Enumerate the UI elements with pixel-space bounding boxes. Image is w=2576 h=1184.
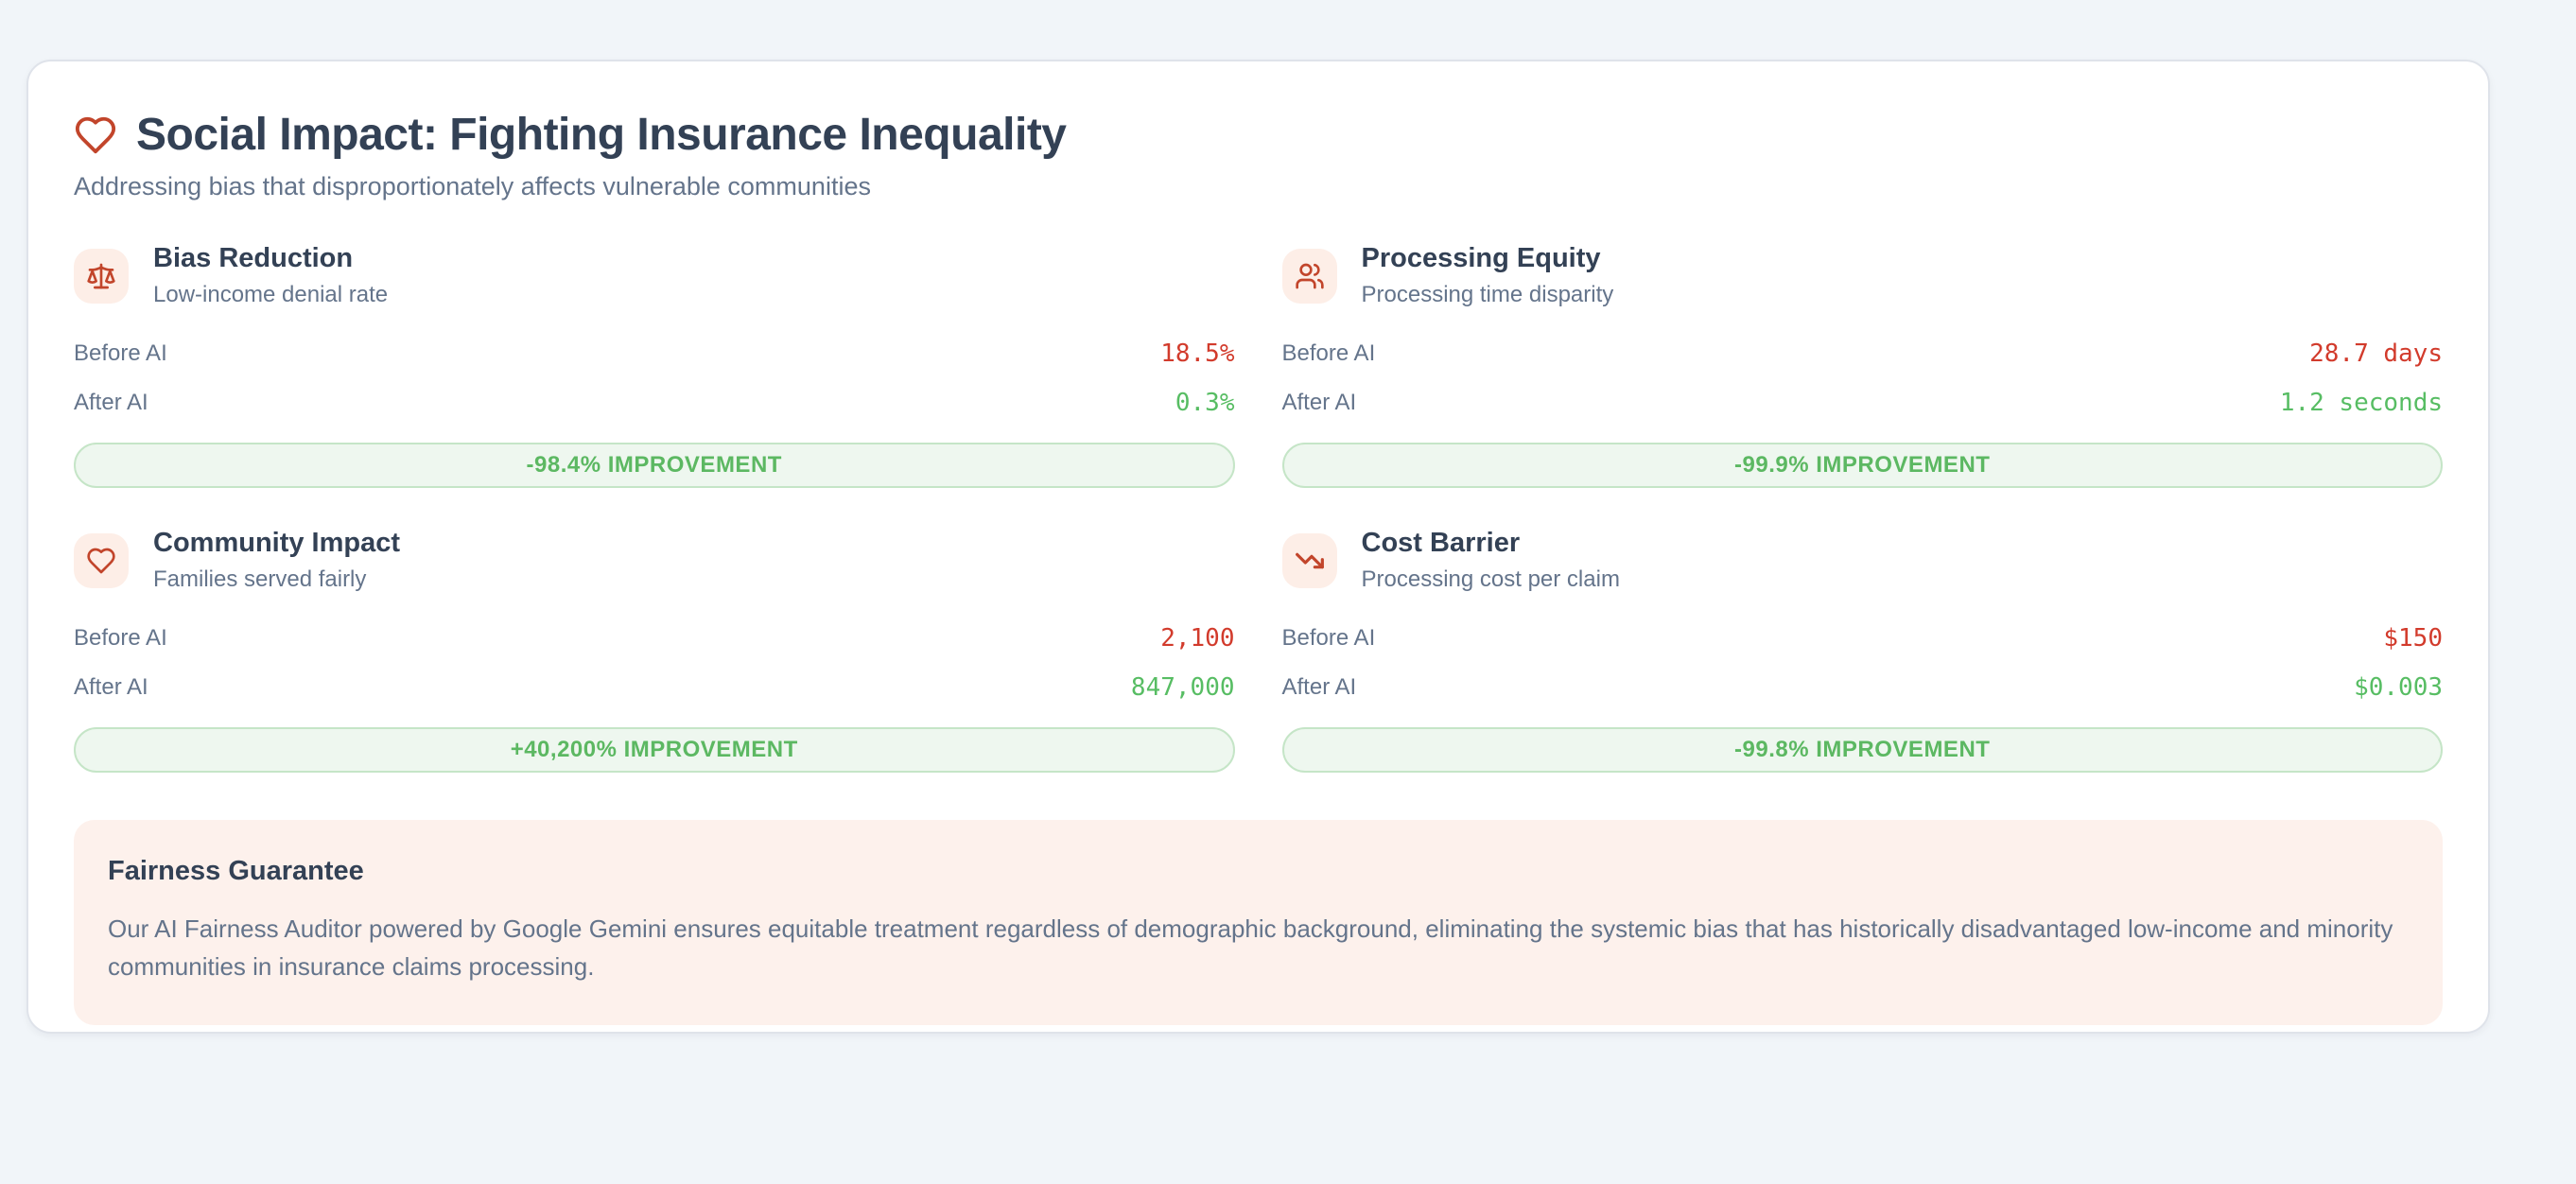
metric-title: Cost Barrier [1361, 528, 1521, 558]
heart-icon [74, 113, 117, 157]
before-value: 28.7 days [2309, 340, 2443, 368]
before-row: Before AI 2,100 [74, 614, 1235, 663]
scale-icon [74, 248, 129, 304]
metric-subtitle: Families served fairly [153, 566, 367, 592]
improvement-badge: -99.9% IMPROVEMENT [1281, 443, 2443, 488]
before-row: Before AI 18.5% [74, 329, 1235, 378]
metric-processing-equity: Processing Equity Processing time dispar… [1281, 243, 2444, 488]
improvement-badge: -99.8% IMPROVEMENT [1281, 727, 2443, 773]
before-value: 18.5% [1160, 340, 1235, 368]
after-row: After AI 847,000 [74, 663, 1235, 712]
after-label: After AI [74, 674, 148, 700]
users-icon [1281, 248, 1337, 304]
after-value: 0.3% [1175, 389, 1235, 417]
metric-title: Bias Reduction [153, 243, 354, 273]
metric-subtitle: Processing time disparity [1361, 282, 1614, 307]
after-label: After AI [1281, 390, 1357, 415]
after-label: After AI [74, 390, 148, 415]
metric-title: Community Impact [153, 528, 401, 558]
fairness-guarantee-box: Fairness Guarantee Our AI Fairness Audit… [74, 820, 2443, 1025]
metric-subtitle: Processing cost per claim [1361, 566, 1620, 592]
before-label: Before AI [74, 625, 167, 651]
after-label: After AI [1281, 674, 1357, 700]
after-value: 1.2 seconds [2279, 389, 2443, 417]
metric-bias-reduction: Bias Reduction Low-income denial rate Be… [74, 243, 1235, 488]
before-row: Before AI $150 [1282, 614, 2444, 663]
after-row: After AI $0.003 [1282, 663, 2444, 712]
improvement-badge: +40,200% IMPROVEMENT [74, 727, 1235, 773]
after-row: After AI 1.2 seconds [1282, 378, 2444, 427]
metric-header: Cost Barrier Processing cost per claim [1281, 528, 2444, 593]
metrics-grid: Bias Reduction Low-income denial rate Be… [74, 243, 2443, 773]
before-value: 2,100 [1160, 624, 1235, 653]
metric-title: Processing Equity [1361, 243, 1601, 273]
panel-header: Social Impact: Fighting Insurance Inequa… [74, 109, 2443, 161]
after-value: $0.003 [2354, 673, 2443, 702]
metric-header: Processing Equity Processing time dispar… [1281, 243, 2444, 308]
improvement-badge: -98.4% IMPROVEMENT [74, 443, 1235, 488]
page-subtitle: Addressing bias that disproportionately … [74, 172, 871, 200]
before-label: Before AI [74, 340, 167, 366]
fairness-body: Our AI Fairness Auditor powered by Googl… [108, 914, 2393, 981]
trending-down-icon [1281, 532, 1337, 588]
after-value: 847,000 [1130, 673, 1235, 702]
before-row: Before AI 28.7 days [1282, 329, 2444, 378]
metric-cost-barrier: Cost Barrier Processing cost per claim B… [1281, 528, 2444, 773]
page-title: Social Impact: Fighting Insurance Inequa… [136, 110, 1067, 160]
fairness-title: Fairness Guarantee [108, 856, 364, 886]
before-label: Before AI [1281, 625, 1376, 651]
metric-header: Community Impact Families served fairly [74, 528, 1235, 593]
heart-icon [74, 532, 129, 588]
after-row: After AI 0.3% [74, 378, 1235, 427]
metric-header: Bias Reduction Low-income denial rate [74, 243, 1235, 308]
social-impact-panel: Social Impact: Fighting Insurance Inequa… [26, 60, 2490, 1034]
metric-subtitle: Low-income denial rate [153, 282, 389, 307]
metric-community-impact: Community Impact Families served fairly … [74, 528, 1235, 773]
before-value: $150 [2383, 624, 2443, 653]
before-label: Before AI [1281, 340, 1376, 366]
